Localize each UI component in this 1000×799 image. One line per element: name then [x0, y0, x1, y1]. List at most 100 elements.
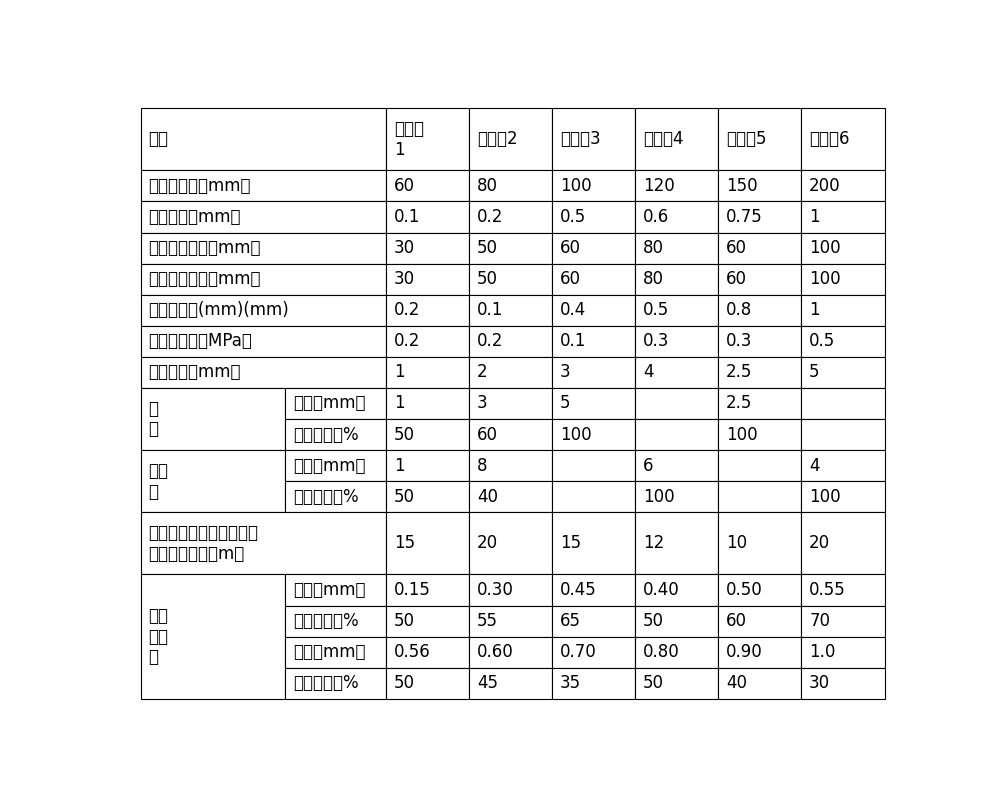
- Text: 实施例3: 实施例3: [560, 130, 601, 149]
- Text: 50: 50: [394, 487, 415, 506]
- Bar: [718, 388, 801, 419]
- Text: 4: 4: [809, 457, 820, 475]
- Text: 50: 50: [477, 239, 498, 257]
- Bar: [469, 357, 552, 388]
- Text: 100: 100: [809, 487, 841, 506]
- Text: 0.2: 0.2: [394, 332, 420, 350]
- Text: 35: 35: [560, 674, 581, 692]
- Text: 0.5: 0.5: [560, 208, 586, 226]
- Bar: [469, 264, 552, 295]
- Text: 100: 100: [560, 426, 592, 443]
- Text: 30: 30: [809, 674, 830, 692]
- Bar: [552, 574, 635, 606]
- Bar: [469, 419, 552, 450]
- Text: 80: 80: [643, 239, 664, 257]
- Text: 井管管径在（mm）: 井管管径在（mm）: [148, 177, 251, 195]
- Bar: [469, 233, 552, 264]
- Bar: [552, 450, 635, 481]
- Bar: [552, 201, 635, 233]
- Bar: [386, 637, 469, 668]
- Bar: [469, 637, 552, 668]
- Bar: [635, 606, 718, 637]
- Bar: [718, 233, 801, 264]
- Text: 50: 50: [394, 426, 415, 443]
- Bar: [386, 481, 469, 512]
- Bar: [635, 201, 718, 233]
- Text: 100: 100: [560, 177, 592, 195]
- Bar: [718, 170, 801, 201]
- Text: 100: 100: [809, 270, 841, 288]
- Text: 0.3: 0.3: [643, 332, 669, 350]
- Bar: [635, 668, 718, 699]
- Bar: [801, 233, 885, 264]
- Bar: [469, 606, 552, 637]
- Text: 80: 80: [643, 270, 664, 288]
- Text: 0.50: 0.50: [726, 581, 763, 599]
- Bar: [552, 295, 635, 326]
- Text: 0.70: 0.70: [560, 643, 597, 662]
- Text: 8: 8: [477, 457, 487, 475]
- Bar: [386, 388, 469, 419]
- Text: 60: 60: [726, 239, 747, 257]
- Bar: [140, 512, 386, 574]
- Bar: [469, 481, 552, 512]
- Text: 50: 50: [394, 612, 415, 630]
- Bar: [635, 326, 718, 357]
- Text: 40: 40: [477, 487, 498, 506]
- Text: 20: 20: [809, 535, 830, 552]
- Text: 55: 55: [477, 612, 498, 630]
- Bar: [140, 295, 386, 326]
- Bar: [718, 295, 801, 326]
- Bar: [801, 450, 885, 481]
- Text: 100: 100: [726, 426, 758, 443]
- Text: 渗透
层砂
砾: 渗透 层砂 砾: [148, 606, 168, 666]
- Bar: [285, 668, 386, 699]
- Bar: [801, 637, 885, 668]
- Text: 12: 12: [643, 535, 664, 552]
- Bar: [469, 108, 552, 170]
- Bar: [469, 295, 552, 326]
- Bar: [635, 108, 718, 170]
- Bar: [801, 419, 885, 450]
- Text: 2.5: 2.5: [726, 395, 752, 412]
- Bar: [801, 295, 885, 326]
- Bar: [386, 450, 469, 481]
- Text: 1.0: 1.0: [809, 643, 836, 662]
- Bar: [285, 637, 386, 668]
- Bar: [718, 512, 801, 574]
- Bar: [386, 233, 469, 264]
- Text: 100: 100: [643, 487, 675, 506]
- Bar: [552, 512, 635, 574]
- Text: 5: 5: [809, 364, 820, 381]
- Text: 20: 20: [477, 535, 498, 552]
- Bar: [140, 357, 386, 388]
- Text: 2.5: 2.5: [726, 364, 752, 381]
- Bar: [469, 574, 552, 606]
- Bar: [140, 326, 386, 357]
- Text: 150: 150: [726, 177, 758, 195]
- Text: 0.3: 0.3: [726, 332, 752, 350]
- Bar: [386, 326, 469, 357]
- Text: 6: 6: [643, 457, 654, 475]
- Text: 0.2: 0.2: [394, 301, 420, 320]
- Text: 布水主管管径（mm）: 布水主管管径（mm）: [148, 239, 261, 257]
- Bar: [801, 264, 885, 295]
- Text: 质量百分比%: 质量百分比%: [293, 612, 358, 630]
- Text: 50: 50: [643, 612, 664, 630]
- Text: 10: 10: [726, 535, 747, 552]
- Bar: [552, 637, 635, 668]
- Text: 沸
石: 沸 石: [148, 400, 158, 439]
- Text: 50: 50: [394, 674, 415, 692]
- Text: 45: 45: [477, 674, 498, 692]
- Bar: [635, 233, 718, 264]
- Bar: [285, 419, 386, 450]
- Text: 1: 1: [809, 301, 820, 320]
- Text: 0.1: 0.1: [560, 332, 586, 350]
- Bar: [469, 512, 552, 574]
- Text: 抽水系统的中心与布水系
统的中心距离（m）: 抽水系统的中心与布水系 统的中心距离（m）: [148, 524, 258, 562]
- Bar: [552, 388, 635, 419]
- Bar: [718, 450, 801, 481]
- Bar: [140, 264, 386, 295]
- Bar: [552, 108, 635, 170]
- Bar: [552, 357, 635, 388]
